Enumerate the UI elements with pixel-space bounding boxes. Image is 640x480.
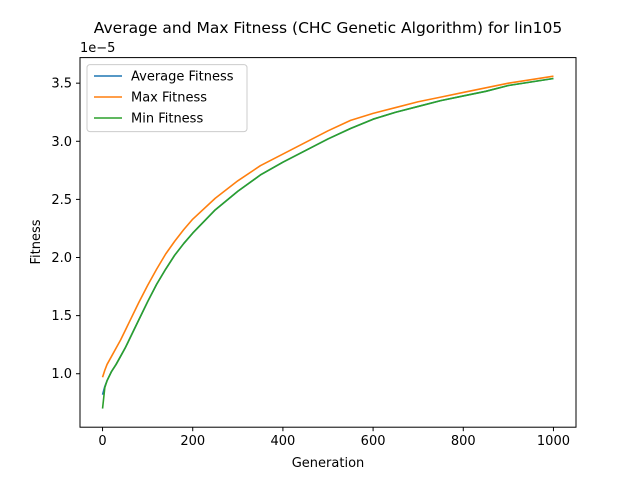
y-axis: 1.0 1.5 2.0 2.5 3.0 3.5: [51, 77, 80, 382]
plot-lines: [101, 75, 554, 409]
legend-label-2: Min Fitness: [131, 112, 203, 127]
y-offset-label: 1e−5: [80, 41, 115, 56]
x-tick-label: 0: [98, 434, 106, 449]
x-axis: 0 200 400 600 800 1000: [98, 427, 570, 449]
y-tick-label: 1.5: [51, 309, 72, 324]
legend: Average Fitness Max Fitness Min Fitness: [86, 64, 248, 133]
x-tick-label: 1000: [537, 434, 570, 449]
y-tick-label: 2.0: [51, 251, 72, 266]
plot-frame: [79, 57, 577, 428]
x-axis-label: Generation: [292, 456, 365, 471]
legend-box: [86, 64, 248, 133]
x-tick-label: 400: [270, 434, 295, 449]
series-line-1: [101, 75, 554, 378]
legend-label-0: Average Fitness: [131, 70, 234, 85]
x-tick-label: 800: [451, 434, 476, 449]
y-tick-label: 3.5: [51, 77, 72, 92]
x-tick-label: 200: [180, 434, 205, 449]
x-tick-label: 600: [361, 434, 386, 449]
y-tick-label: 2.5: [51, 193, 72, 208]
legend-entries: Average Fitness Max Fitness Min Fitness: [94, 70, 234, 127]
chart-title: Average and Max Fitness (CHC Genetic Alg…: [94, 19, 562, 37]
legend-label-1: Max Fitness: [131, 91, 207, 106]
y-tick-label: 1.0: [51, 367, 72, 382]
y-axis-label: Fitness: [29, 219, 44, 264]
series-line-2: [101, 77, 554, 409]
y-tick-label: 3.0: [51, 135, 72, 150]
